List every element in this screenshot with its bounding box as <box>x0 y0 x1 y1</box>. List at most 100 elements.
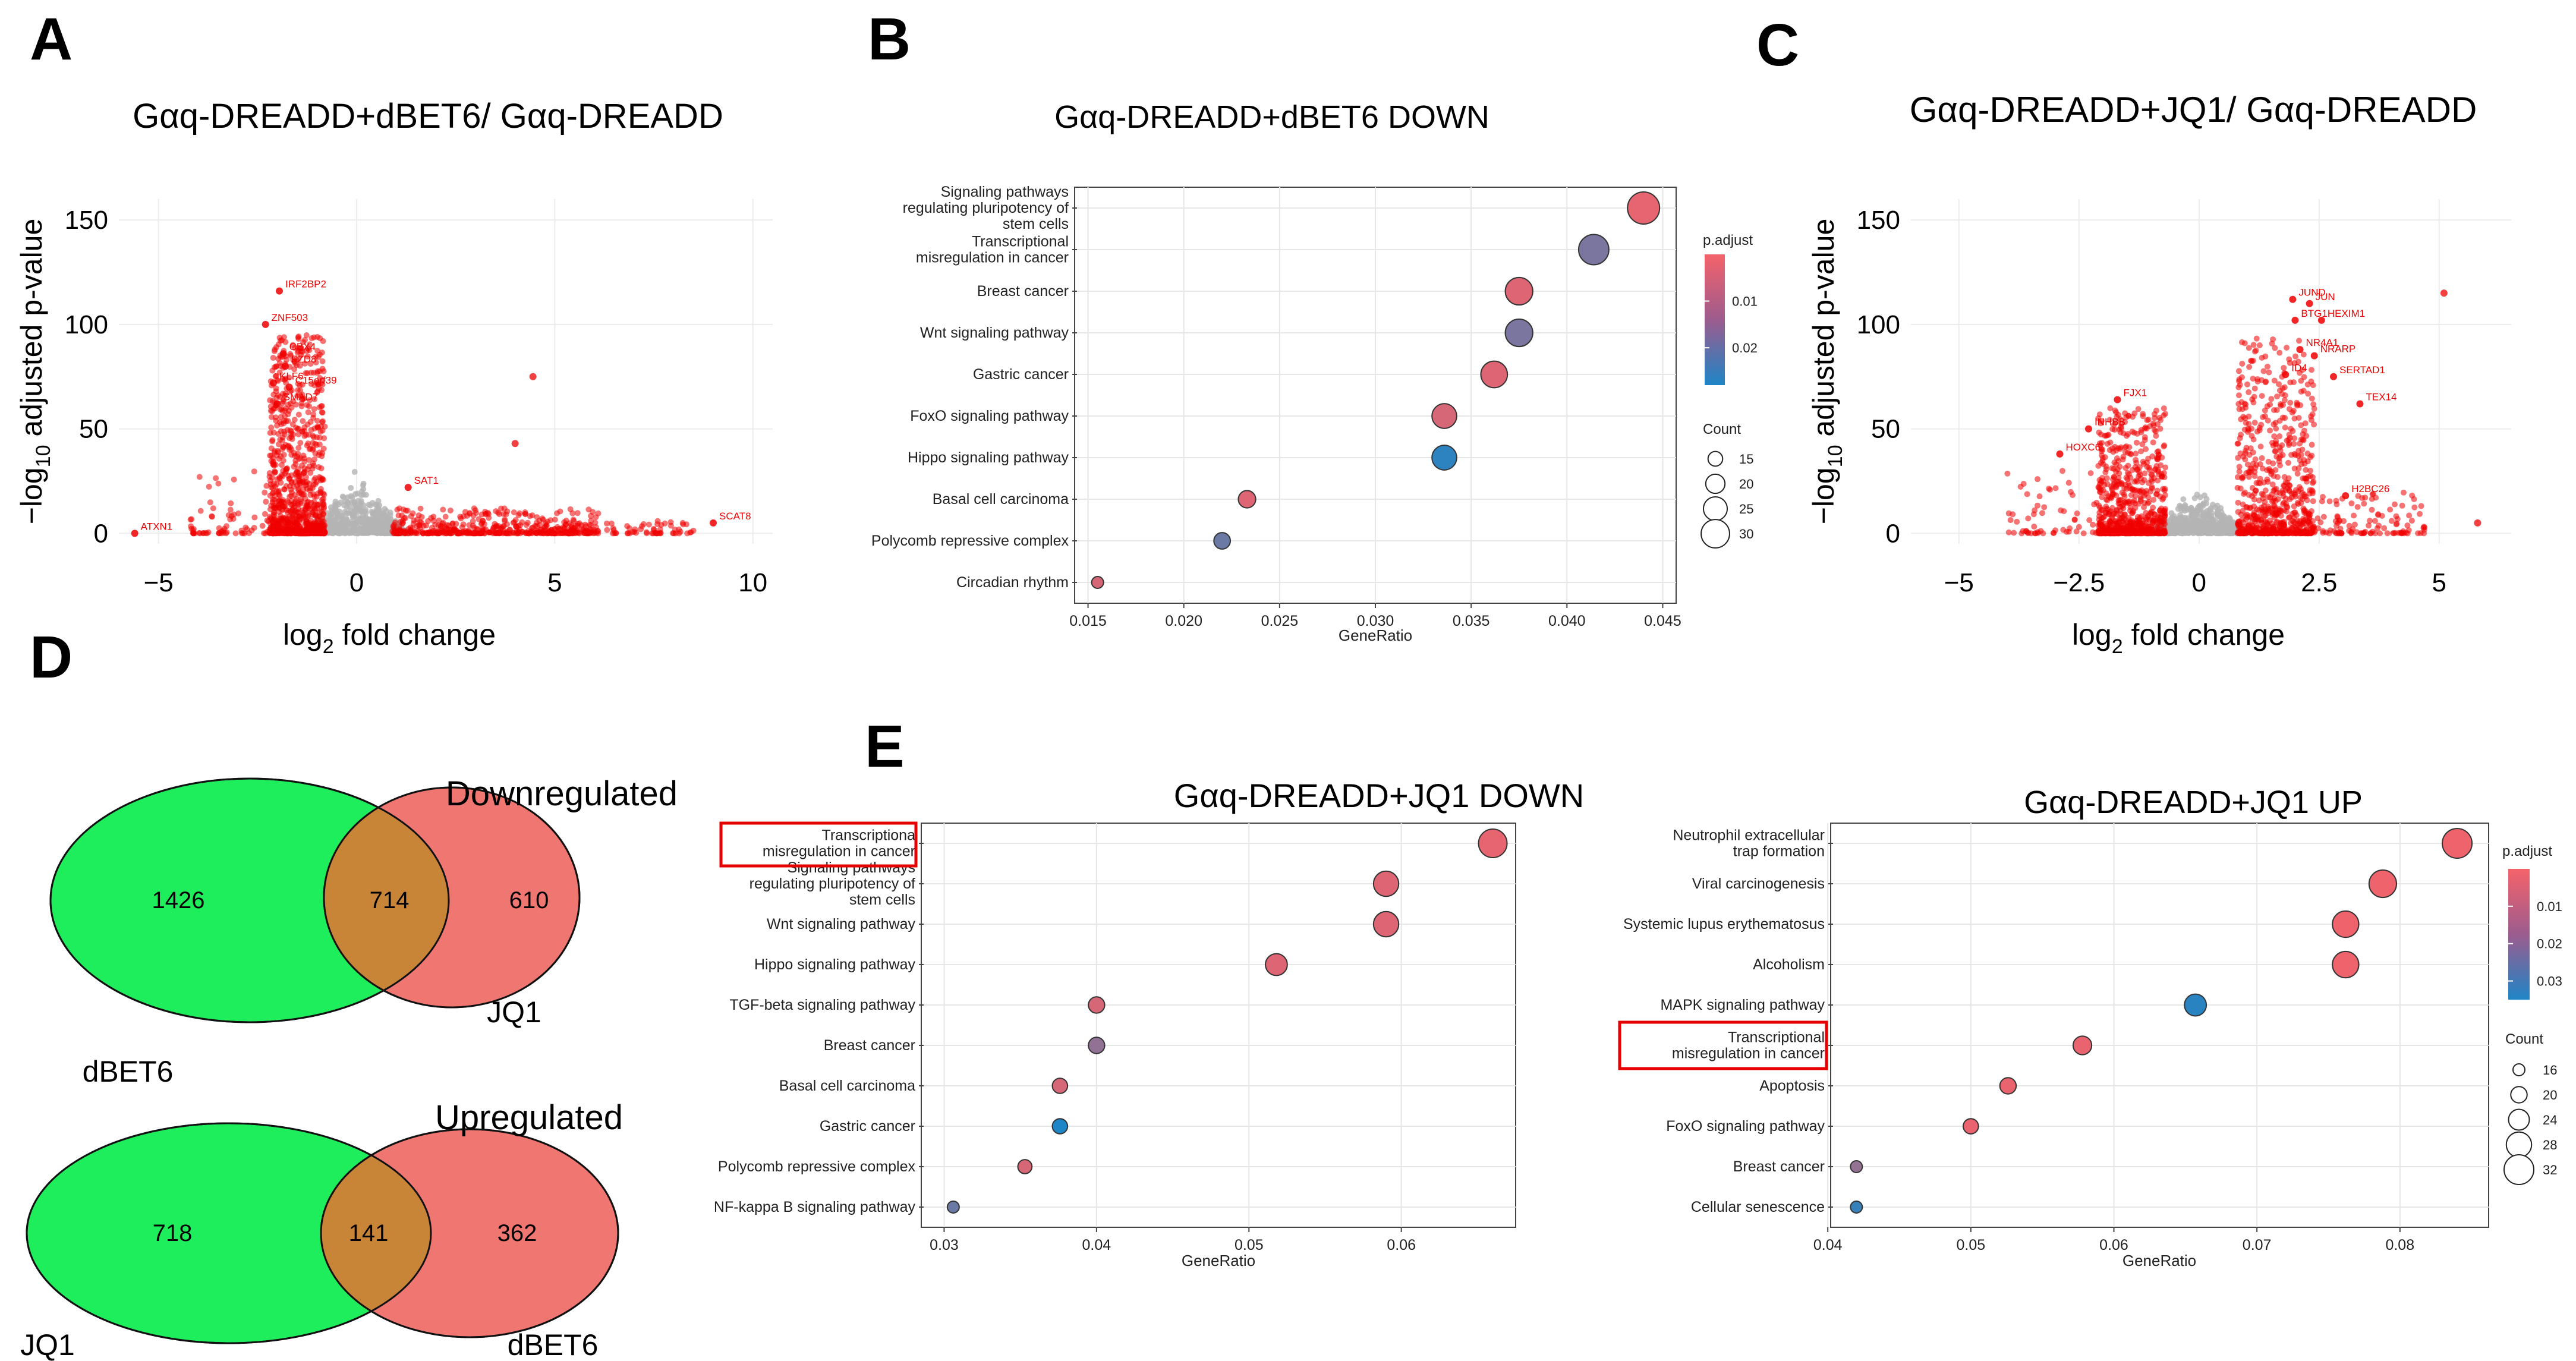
significant-point <box>304 442 310 449</box>
significant-point <box>276 497 283 504</box>
significant-point <box>317 525 323 531</box>
volcano-a-y-axis-label: −log10 adjusted p-value <box>15 219 55 525</box>
volcano-a-grid <box>119 199 773 544</box>
significant-point <box>228 500 234 506</box>
significant-point <box>311 425 318 431</box>
significant-point <box>2286 487 2292 493</box>
significant-point <box>2257 517 2264 524</box>
pathway-label: Basal cell carcinoma <box>779 1078 915 1094</box>
significant-point <box>2270 460 2276 467</box>
volC-plot-area <box>1911 199 2511 544</box>
significant-point <box>2137 496 2144 502</box>
significant-point <box>300 395 306 402</box>
significant-point <box>2247 445 2254 452</box>
significant-point <box>2403 530 2410 536</box>
nonsignificant-point <box>2182 515 2188 521</box>
significant-point <box>2153 433 2159 439</box>
nonsignificant-point <box>342 509 348 515</box>
volcano-a-gene-labels: IRF2BP2ZNF503CBX4FZD8KLF6C15orf39SMAD7SA… <box>131 279 751 537</box>
nonsignificant-point <box>383 508 390 514</box>
dotplot-e-up-colorbar <box>2508 869 2530 1000</box>
nonsignificant-point <box>335 514 341 521</box>
significant-point <box>2135 406 2142 412</box>
significant-point <box>293 529 300 535</box>
significant-point <box>303 518 310 525</box>
significant-point <box>313 522 319 528</box>
size-legend-label: 20 <box>1739 477 1753 492</box>
dotplot-e-down-title: Gαq-DREADD+JQ1 DOWN <box>1174 777 1584 814</box>
nonsignificant-point <box>2177 502 2183 509</box>
significant-point <box>2418 503 2424 509</box>
nonsignificant-point <box>2169 526 2175 533</box>
pathway-label-line: Hippo signaling pathway <box>908 449 1069 466</box>
significant-point <box>307 361 314 367</box>
volcano-a-x-ticks: −5 0 5 10 <box>144 568 768 597</box>
significant-point <box>321 528 327 535</box>
significant-point <box>2276 524 2283 530</box>
significant-point <box>319 418 326 424</box>
significant-point <box>2271 377 2278 384</box>
pathway-label-line: Apoptosis <box>1759 1078 1825 1094</box>
significant-point <box>2307 467 2314 474</box>
significant-point <box>569 510 576 516</box>
significant-point <box>286 444 293 450</box>
pathway-label: Systemic lupus erythematosus <box>1623 916 1825 932</box>
significant-point <box>581 530 587 537</box>
significant-point <box>2319 494 2326 500</box>
nonsignificant-point <box>381 521 388 527</box>
significant-point <box>2287 483 2293 489</box>
significant-point <box>2281 397 2288 404</box>
significant-point <box>2309 442 2315 448</box>
significant-point <box>2242 405 2249 411</box>
significant-point <box>515 522 522 529</box>
significant-point <box>2136 473 2142 480</box>
y-tick-label: 150 <box>1857 206 1900 235</box>
significant-point <box>2109 465 2115 471</box>
significant-point <box>2280 490 2287 496</box>
significant-point <box>471 505 477 512</box>
colorbar-tick-label: 0.02 <box>2537 937 2562 952</box>
significant-point <box>2346 522 2353 529</box>
pathway-label-line: Breast cancer <box>824 1037 915 1054</box>
gene-label: HEXIM1 <box>2328 308 2365 319</box>
nonsignificant-point <box>358 509 365 515</box>
significant-point <box>2286 356 2292 363</box>
significant-point <box>2086 517 2093 524</box>
significant-point <box>2139 530 2146 537</box>
pathway-label-line: Breast cancer <box>1733 1158 1825 1175</box>
significant-point <box>2302 516 2309 523</box>
significant-point <box>263 499 269 505</box>
significant-point <box>2249 433 2255 439</box>
pathway-dot <box>1431 403 1457 429</box>
significant-point <box>2059 468 2065 474</box>
labeled-point <box>2114 396 2121 404</box>
pathway-label: Viral carcinogenesis <box>1692 875 1825 892</box>
significant-point <box>307 487 313 494</box>
significant-point <box>2292 353 2298 360</box>
significant-point <box>2138 448 2144 455</box>
pathway-label-line: Transcriptional <box>972 234 1069 250</box>
labeled-point <box>262 320 269 328</box>
significant-point <box>2298 422 2304 429</box>
pathway-label-line: trap formation <box>1733 843 1825 860</box>
significant-point <box>2110 476 2117 483</box>
x-tick-label: 0.040 <box>1548 613 1586 629</box>
significant-point <box>570 516 577 523</box>
significant-point <box>2265 503 2272 510</box>
pathway-label-line: Gastric cancer <box>973 366 1069 383</box>
venn-down-overlap <box>324 787 449 1007</box>
significant-point <box>320 445 327 452</box>
venn-down-right-only-count: 610 <box>509 887 549 913</box>
significant-point <box>213 475 219 481</box>
significant-point <box>2348 528 2354 535</box>
significant-point <box>2276 433 2283 440</box>
significant-point <box>2235 455 2241 461</box>
nonsignificant-point <box>332 499 339 505</box>
dotplot-b-grid <box>1075 187 1676 603</box>
y-tick-label: 50 <box>79 415 108 444</box>
significant-point <box>2286 526 2292 533</box>
pathway-label: Gastric cancer <box>973 366 1069 383</box>
gene-label: FZD8 <box>291 354 317 365</box>
pathway-label-line: Neutrophil extracellular <box>1673 827 1825 844</box>
size-legend-label: 15 <box>1739 452 1753 467</box>
